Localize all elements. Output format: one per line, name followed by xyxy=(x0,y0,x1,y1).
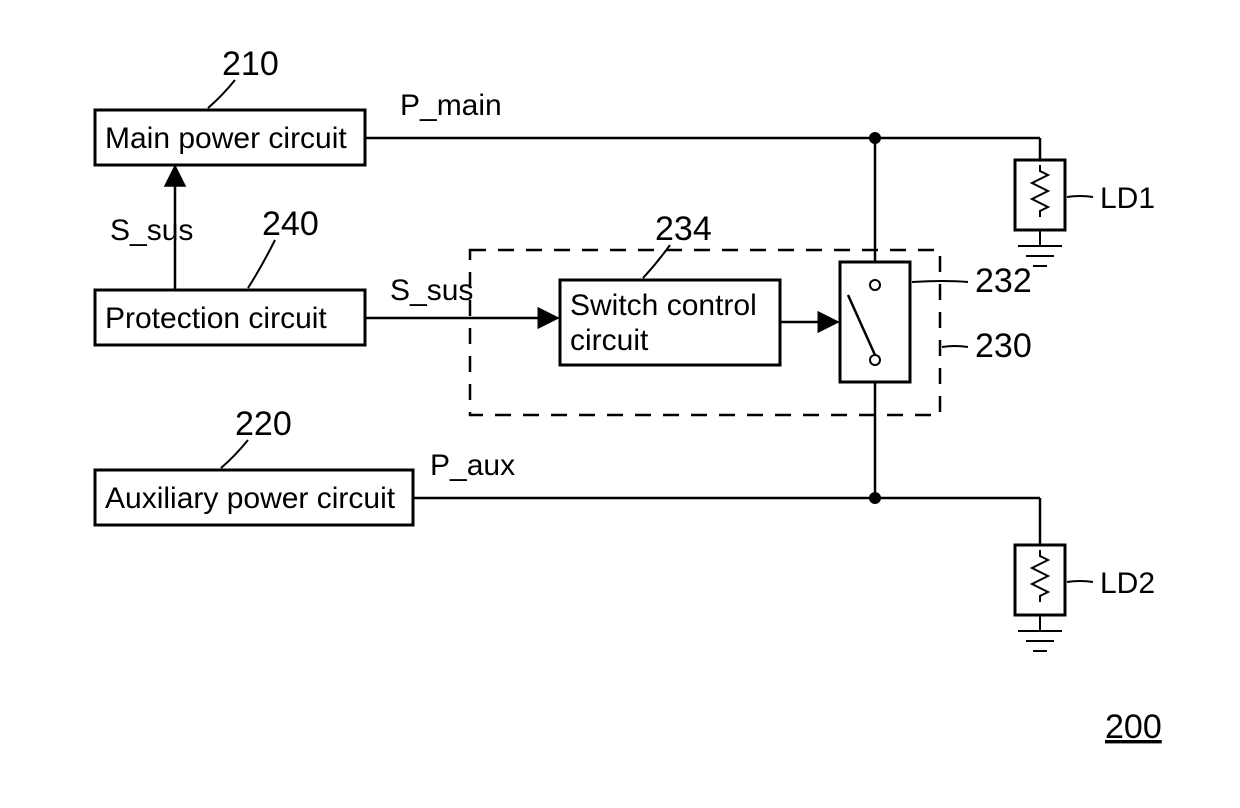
main-power-leader xyxy=(208,80,235,108)
figure-label: 200 xyxy=(1105,708,1162,746)
ld1-leader xyxy=(1067,196,1093,197)
aux-power-leader xyxy=(221,440,248,468)
switch-ref-230: 230 xyxy=(975,327,1032,365)
switch-232-leader xyxy=(912,281,968,282)
switch-ref-232: 232 xyxy=(975,262,1032,300)
label-ssus-right: S_sus xyxy=(390,274,473,307)
switch-terminal-top xyxy=(870,280,880,290)
label-ld2: LD2 xyxy=(1100,567,1155,600)
load-ld1 xyxy=(1015,160,1065,266)
label-pmain: P_main xyxy=(400,89,502,122)
switch-control-ref: 234 xyxy=(655,210,712,248)
label-ssus-up: S_sus xyxy=(110,214,193,247)
label-ld1: LD1 xyxy=(1100,182,1155,215)
protection-ref: 240 xyxy=(262,205,319,243)
main-power-ref: 210 xyxy=(222,45,279,83)
ld2-leader xyxy=(1067,581,1093,582)
switch-control-label-line1: Switch control xyxy=(570,289,757,322)
junction-aux xyxy=(869,492,881,504)
protection-label: Protection circuit xyxy=(105,302,327,335)
circuit-diagram: Main power circuit 210 Protection circui… xyxy=(0,0,1240,808)
load-ld2 xyxy=(1015,545,1065,651)
junction-main xyxy=(869,132,881,144)
switch-control-label-line2: circuit xyxy=(570,324,649,357)
switch-230-leader xyxy=(942,346,968,347)
label-paux: P_aux xyxy=(430,449,515,482)
protection-leader xyxy=(248,240,275,288)
aux-power-label: Auxiliary power circuit xyxy=(105,482,396,515)
switch-terminal-bottom xyxy=(870,355,880,365)
main-power-label: Main power circuit xyxy=(105,122,347,155)
aux-power-ref: 220 xyxy=(235,405,292,443)
